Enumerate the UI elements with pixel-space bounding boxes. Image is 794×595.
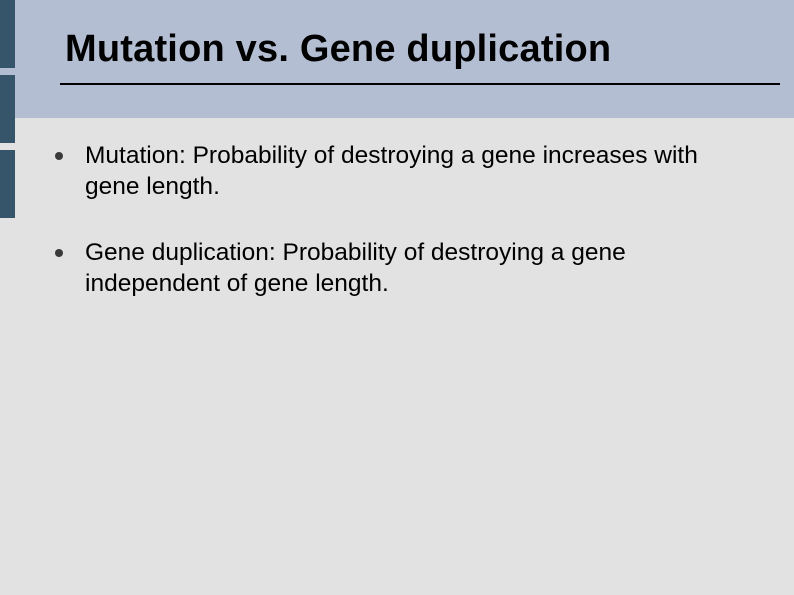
bullet-text: Mutation: Probability of destroying a ge… [85,140,755,203]
side-stripe-2 [0,75,15,143]
bullet-list: Mutation: Probability of destroying a ge… [55,140,755,333]
bullet-icon [55,152,63,160]
side-stripe-1 [0,0,15,68]
list-item: Gene duplication: Probability of destroy… [55,237,755,300]
title-container: Mutation vs. Gene duplication [65,28,765,71]
list-item: Mutation: Probability of destroying a ge… [55,140,755,203]
slide-title: Mutation vs. Gene duplication [65,28,765,71]
title-underline [60,83,780,85]
bullet-icon [55,249,63,257]
side-stripe-3 [0,150,15,218]
slide: Mutation vs. Gene duplication Mutation: … [0,0,794,595]
bullet-text: Gene duplication: Probability of destroy… [85,237,755,300]
